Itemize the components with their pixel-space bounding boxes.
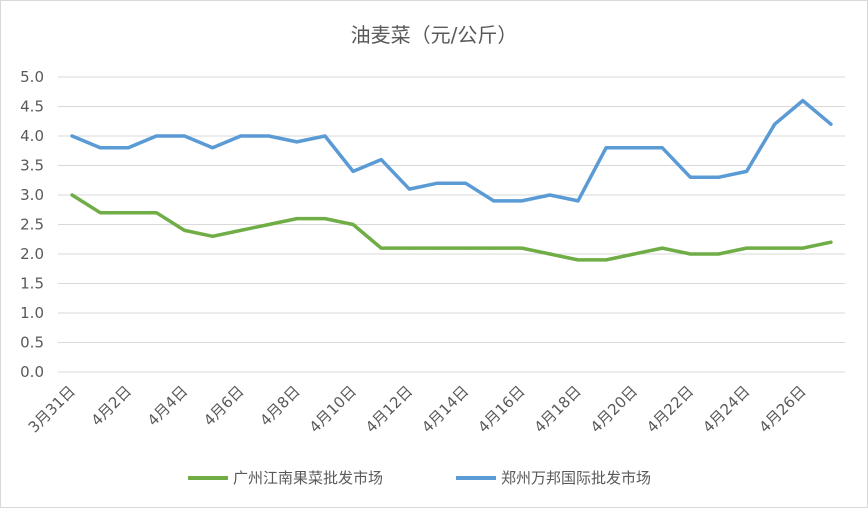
y-tick-label: 3.0 — [20, 186, 44, 204]
data-point — [239, 228, 243, 232]
x-tick-label: 4月26日 — [755, 382, 809, 436]
y-tick-label: 1.0 — [20, 304, 44, 322]
data-point — [801, 246, 805, 250]
legend: 广州江南果菜批发市场 郑州万邦国际批发市场 — [188, 469, 651, 487]
data-point — [745, 169, 749, 173]
x-tick-label: 4月24日 — [699, 382, 753, 436]
data-point — [239, 134, 243, 138]
data-point — [351, 169, 355, 173]
data-point — [520, 246, 524, 250]
x-tick-label: 4月8日 — [256, 382, 303, 429]
data-point — [126, 211, 130, 215]
data-point — [660, 246, 664, 250]
legend-label-0: 广州江南果菜批发市场 — [233, 469, 383, 487]
data-point — [407, 187, 411, 191]
gridlines — [58, 76, 845, 373]
data-point — [435, 246, 439, 250]
x-tick-label: 4月12日 — [362, 382, 416, 436]
data-point — [379, 158, 383, 162]
data-point — [745, 246, 749, 250]
data-point — [604, 258, 608, 262]
y-tick-label: 0.5 — [20, 334, 44, 352]
y-axis-ticks: 0.0 0.5 1.0 1.5 2.0 2.5 3.0 3.5 4.0 4.5 5.0 — [20, 68, 44, 381]
data-point — [801, 99, 805, 103]
data-point — [267, 223, 271, 226]
data-point — [688, 175, 692, 179]
data-point — [351, 223, 355, 226]
y-tick-label: 4.0 — [20, 127, 44, 145]
legend-label-1: 郑州万邦国际批发市场 — [501, 469, 651, 487]
data-point — [295, 217, 299, 221]
data-point — [464, 246, 468, 250]
data-point — [98, 211, 102, 215]
data-point — [267, 134, 271, 138]
data-point — [407, 246, 411, 250]
x-tick-label: 4月4日 — [144, 382, 191, 429]
data-point — [548, 252, 552, 256]
data-point — [829, 240, 833, 244]
data-point — [829, 122, 833, 126]
data-point — [211, 234, 215, 238]
data-point — [182, 134, 186, 138]
data-point — [323, 134, 327, 138]
data-point — [717, 252, 721, 256]
data-point — [435, 181, 439, 185]
data-point — [379, 246, 383, 250]
x-axis-ticks: 3月31日 4月2日 4月4日 4月6日 4月8日 4月10日 4月12日 4月14日 4月16… — [25, 382, 810, 436]
data-point — [660, 146, 664, 150]
data-point — [126, 146, 130, 150]
data-point — [773, 122, 777, 126]
data-point — [688, 252, 692, 256]
data-point — [576, 199, 580, 203]
x-tick-label: 4月10日 — [306, 382, 360, 436]
x-tick-label: 4月18日 — [531, 382, 585, 436]
x-tick-label: 4月6日 — [200, 382, 247, 429]
y-tick-label: 4.5 — [20, 98, 44, 116]
x-tick-label: 4月2日 — [88, 382, 135, 429]
x-tick-label: 4月22日 — [643, 382, 697, 436]
x-tick-label: 4月20日 — [587, 382, 641, 436]
data-point — [211, 146, 215, 150]
data-point — [70, 134, 74, 138]
data-point — [295, 140, 299, 144]
data-point — [548, 193, 552, 197]
data-point — [717, 175, 721, 179]
series-line-0 — [70, 193, 833, 262]
y-tick-label: 1.5 — [20, 275, 44, 293]
y-tick-label: 5.0 — [20, 68, 44, 86]
y-tick-label: 2.5 — [20, 216, 44, 234]
series-line-1 — [70, 98, 833, 203]
x-tick-label: 4月16日 — [474, 382, 528, 436]
series-lines — [70, 98, 833, 262]
data-point — [492, 199, 496, 203]
y-tick-label: 3.5 — [20, 157, 44, 175]
data-point — [154, 134, 158, 138]
data-point — [98, 146, 102, 150]
y-tick-label: 0.0 — [20, 363, 44, 381]
x-tick-label: 4月14日 — [418, 382, 472, 436]
data-point — [576, 258, 580, 262]
data-point — [154, 211, 158, 215]
data-point — [323, 217, 327, 221]
data-point — [464, 181, 468, 185]
data-point — [70, 193, 74, 197]
data-point — [520, 199, 524, 203]
data-point — [604, 146, 608, 150]
data-point — [182, 228, 186, 232]
y-tick-label: 2.0 — [20, 245, 44, 263]
data-point — [773, 246, 777, 250]
data-point — [632, 146, 636, 150]
x-tick-label: 3月31日 — [25, 382, 79, 436]
data-point — [632, 252, 636, 256]
data-point — [492, 246, 496, 250]
chart-title: 油麦菜（元/公斤） — [351, 23, 518, 47]
